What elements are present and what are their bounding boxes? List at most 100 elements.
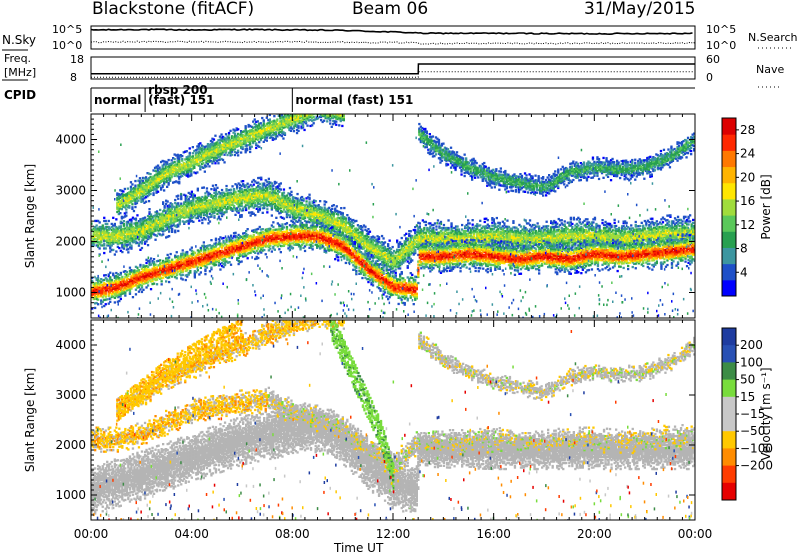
power-upper-band-cell <box>322 208 325 212</box>
power-upper-band-cell <box>266 188 269 191</box>
power-upper-band-cell <box>270 199 273 202</box>
power-upper-band-cell <box>165 236 168 239</box>
power-upper-band-cell <box>290 193 293 197</box>
power-upper-band-cell <box>213 201 216 204</box>
power-upper-band-cell <box>400 247 403 250</box>
power-upper-band-cell <box>207 205 210 208</box>
power-upper-band-cell <box>483 234 486 237</box>
power-upper-band-cell <box>285 215 289 219</box>
power-upper-band-cell <box>251 212 254 215</box>
power-upper-band-cell <box>121 238 124 241</box>
power-upper-band-cell <box>390 252 393 255</box>
power-upper-band-cell <box>165 221 168 224</box>
power-upper-band-cell <box>140 217 144 221</box>
power-upper-band-cell <box>118 233 121 236</box>
power-upper-band-cell <box>450 236 453 239</box>
power-upper-band-cell <box>494 235 497 238</box>
power-upper-band-cell <box>130 246 133 249</box>
power-upper-band-cell <box>239 183 242 186</box>
power-upper-band-cell <box>184 212 187 216</box>
power-upper-band-cell <box>426 243 429 246</box>
power-upper-band-cell <box>155 213 159 216</box>
power-upper-band-cell <box>240 188 243 191</box>
power-upper-band-cell <box>448 242 452 245</box>
power-upper-band-cell <box>334 221 337 224</box>
power-upper-band-cell <box>266 195 269 199</box>
power-upper-band-cell <box>477 236 480 239</box>
power-upper-band-cell <box>489 235 492 238</box>
power-upper-band-cell <box>94 227 97 230</box>
power-upper-band-cell <box>387 243 390 246</box>
power-upper-band-cell <box>385 272 388 276</box>
power-upper-band-cell <box>429 230 432 233</box>
power-upper-band-cell <box>236 195 239 198</box>
power-upper-band-cell <box>155 219 159 222</box>
power-upper-band-cell <box>151 224 154 228</box>
power-upper-band-cell <box>275 198 278 201</box>
power-upper-band-cell <box>340 211 343 214</box>
power-upper-band-cell <box>476 230 479 233</box>
power-upper-band-cell <box>359 226 363 229</box>
power-upper-band-cell <box>388 273 391 276</box>
power-upper-band-cell <box>201 200 204 203</box>
power-upper-band-cell <box>237 205 240 208</box>
power-upper-band-cell <box>367 232 370 235</box>
power-upper-band-cell <box>237 190 240 193</box>
power-upper-band-cell <box>269 195 272 198</box>
power-upper-band-cell <box>451 234 455 237</box>
power-upper-band-cell <box>190 195 193 198</box>
power-upper-band-cell <box>390 257 393 260</box>
power-upper-band-cell <box>485 234 488 237</box>
power-upper-band-cell <box>285 197 289 200</box>
power-upper-band-cell <box>340 216 343 219</box>
power-upper-band-cell <box>219 207 222 210</box>
power-upper-band-cell <box>370 263 373 266</box>
power-upper-band-cell <box>291 196 295 199</box>
power-upper-band-cell <box>385 266 388 269</box>
power-upper-band-cell <box>403 260 406 263</box>
power-upper-band-cell <box>412 236 415 239</box>
power-upper-band-cell <box>382 263 385 266</box>
power-upper-band-cell <box>370 239 373 242</box>
power-upper-band-cell <box>266 189 269 193</box>
power-upper-band-cell <box>231 195 234 199</box>
power-upper-band-cell <box>471 223 474 226</box>
power-upper-band-cell <box>248 202 251 205</box>
power-upper-band-cell <box>474 229 477 232</box>
power-upper-band-cell <box>146 222 150 225</box>
power-upper-band-cell <box>143 224 147 227</box>
power-upper-band-cell <box>232 188 236 191</box>
power-upper-band-cell <box>293 196 296 199</box>
power-upper-band-cell <box>358 225 361 228</box>
power-upper-band-cell <box>661 221 665 224</box>
power-upper-band-cell <box>406 255 409 259</box>
power-upper-band-cell <box>367 244 370 248</box>
power-upper-band-cell <box>377 248 381 251</box>
power-upper-band-cell <box>400 253 403 256</box>
power-upper-band-cell <box>192 206 195 210</box>
power-upper-band-cell <box>240 201 243 204</box>
power-upper-band-cell <box>263 197 266 200</box>
power-upper-band-cell <box>189 192 192 195</box>
power-upper-band-cell <box>408 252 411 256</box>
power-upper-band-cell <box>461 236 464 239</box>
power-upper-band-cell <box>396 248 399 251</box>
power-upper-band-cell <box>201 208 204 211</box>
power-upper-band-cell <box>409 260 412 263</box>
power-upper-band-cell <box>435 240 438 243</box>
power-upper-band-cell <box>479 236 482 239</box>
power-upper-band-cell <box>142 223 145 226</box>
power-upper-band-cell <box>163 214 166 217</box>
power-upper-band-cell <box>174 206 177 209</box>
power-upper-band-cell <box>376 248 379 252</box>
power-upper-band-cell <box>219 192 222 195</box>
power-upper-band-cell <box>234 192 237 195</box>
power-upper-band-cell <box>394 251 397 254</box>
power-upper-band-cell <box>149 219 153 222</box>
power-upper-band-cell <box>119 225 122 228</box>
power-upper-band-cell <box>168 209 171 212</box>
power-upper-band-cell <box>263 202 266 205</box>
power-upper-band-cell <box>358 234 361 237</box>
power-upper-band-cell <box>368 245 372 249</box>
power-upper-band-cell <box>100 238 103 241</box>
